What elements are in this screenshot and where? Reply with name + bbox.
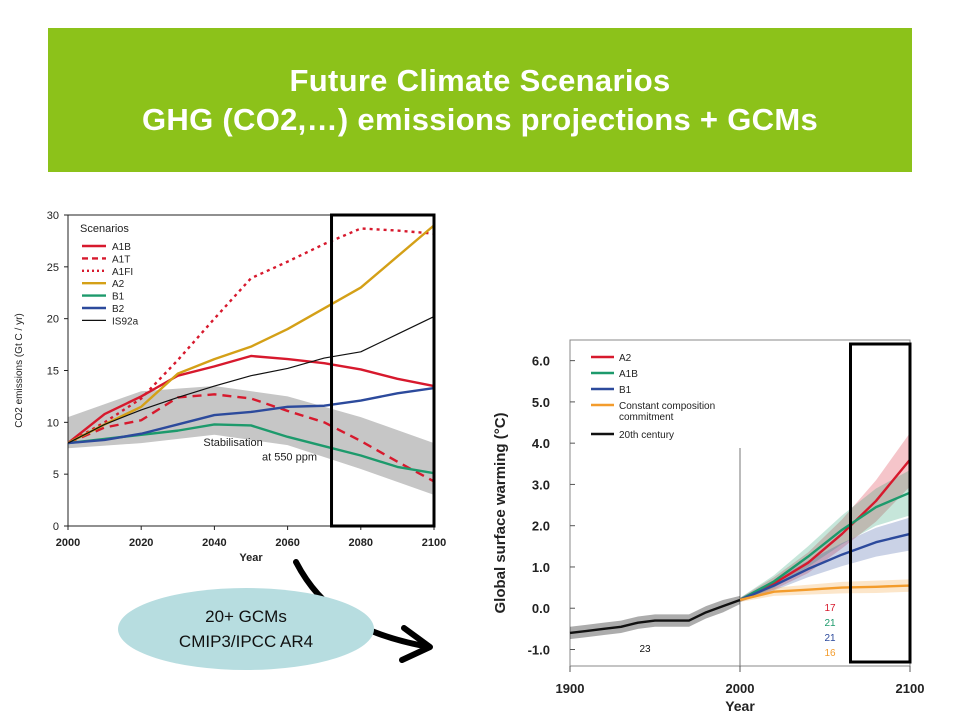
slide-title-line1: Future Climate Scenarios: [289, 63, 671, 98]
y-axis-title: CO2 emissions (Gt C / yr): [14, 313, 25, 427]
y-tick-label: 3.0: [532, 477, 550, 492]
series-line-b2: [67, 386, 435, 445]
series-line-a2: [739, 458, 911, 602]
model-count-b1: 21: [824, 633, 836, 644]
caption-line1: 20+ GCMs: [205, 607, 287, 626]
highlight-box: [330, 213, 436, 528]
x-axis-title: Year: [725, 698, 755, 714]
legend-label-a1b: A1B: [619, 369, 638, 380]
uncertainty-band-a1b: [740, 469, 910, 603]
legend-label-a1b: A1B: [112, 242, 131, 253]
y-tick-label: 6.0: [532, 354, 550, 369]
y-tick-label: 1.0: [532, 560, 550, 575]
legend-label-constant-line2: commitment: [619, 412, 674, 423]
highlight-box: [849, 342, 912, 664]
y-tick-label: 0.0: [532, 601, 550, 616]
band-label-line2: at 550 ppm: [262, 452, 317, 464]
y-tick-label: 30: [47, 210, 59, 222]
x-tick-label: 2080: [349, 537, 373, 549]
y-tick-label: 5: [53, 469, 59, 481]
model-count-constant-composition-commitment: 16: [824, 648, 836, 659]
legend-label-a1fi: A1FI: [112, 267, 133, 278]
y-tick-label: 15: [47, 366, 59, 378]
y-tick-label: 25: [47, 262, 59, 274]
series-line-b1: [739, 532, 911, 602]
y-tick-label: 5.0: [532, 395, 550, 410]
x-tick-label: 1900: [556, 681, 585, 696]
x-tick-label: 2000: [726, 681, 755, 696]
y-tick-label: -1.0: [528, 642, 550, 657]
series-line-a1b: [67, 354, 435, 445]
legend-label-b1: B1: [619, 385, 632, 396]
legend-label-is92a: IS92a: [112, 316, 139, 327]
stabilisation-band: [68, 386, 434, 495]
arrow-head: [399, 625, 433, 663]
uncertainty-band-a2: [740, 432, 910, 603]
legend-label-constant-line1: Constant composition: [619, 401, 715, 412]
slide-title-line2: GHG (CO2,…) emissions projections + GCMs: [141, 102, 819, 137]
series-line-constant-composition-commitment: [739, 584, 911, 602]
y-tick-label: 2.0: [532, 519, 550, 534]
y-tick-label: 4.0: [532, 436, 550, 451]
model-count-a1b: 21: [824, 618, 836, 629]
series-line-is92a: [67, 316, 435, 444]
series-line-a2: [67, 224, 435, 445]
band-label-line1: Stabilisation: [203, 437, 262, 449]
x-tick-label: 2100: [422, 537, 446, 549]
series-line-20th-century: [569, 598, 741, 635]
series-line-a1b: [739, 491, 911, 602]
title-banner: Future Climate Scenarios GHG (CO2,…) emi…: [48, 28, 912, 172]
x-tick-label: 2000: [56, 537, 80, 549]
legend-title: Scenarios: [80, 223, 129, 235]
x-tick-label: 2020: [129, 537, 153, 549]
uncertainty-band-constant-composition-commitment: [740, 579, 910, 603]
x-axis-title: Year: [239, 552, 263, 564]
series-line-a1t: [67, 393, 435, 483]
x-tick-label: 2100: [896, 681, 925, 696]
y-axis-title: Global surface warming (°C): [492, 412, 509, 613]
gcm-caption-ellipse: 20+ GCMs CMIP3/IPCC AR4: [118, 588, 374, 670]
y-tick-label: 0: [53, 521, 59, 533]
legend-label-20th-century: 20th century: [619, 430, 674, 441]
caption-line2: CMIP3/IPCC AR4: [178, 632, 314, 651]
legend-label-b2: B2: [112, 304, 125, 315]
model-count-20th-century: 23: [639, 644, 651, 655]
legend-label-a2: A2: [619, 353, 632, 364]
y-tick-label: 10: [47, 417, 59, 429]
legend-label-a2: A2: [112, 279, 125, 290]
legend-label-b1: B1: [112, 292, 125, 303]
x-tick-label: 2060: [275, 537, 299, 549]
x-tick-label: 2040: [202, 537, 226, 549]
y-tick-label: 20: [47, 314, 59, 326]
model-count-a2: 17: [824, 603, 836, 614]
legend-label-a1t: A1T: [112, 254, 130, 265]
series-line-a1fi: [67, 227, 435, 445]
